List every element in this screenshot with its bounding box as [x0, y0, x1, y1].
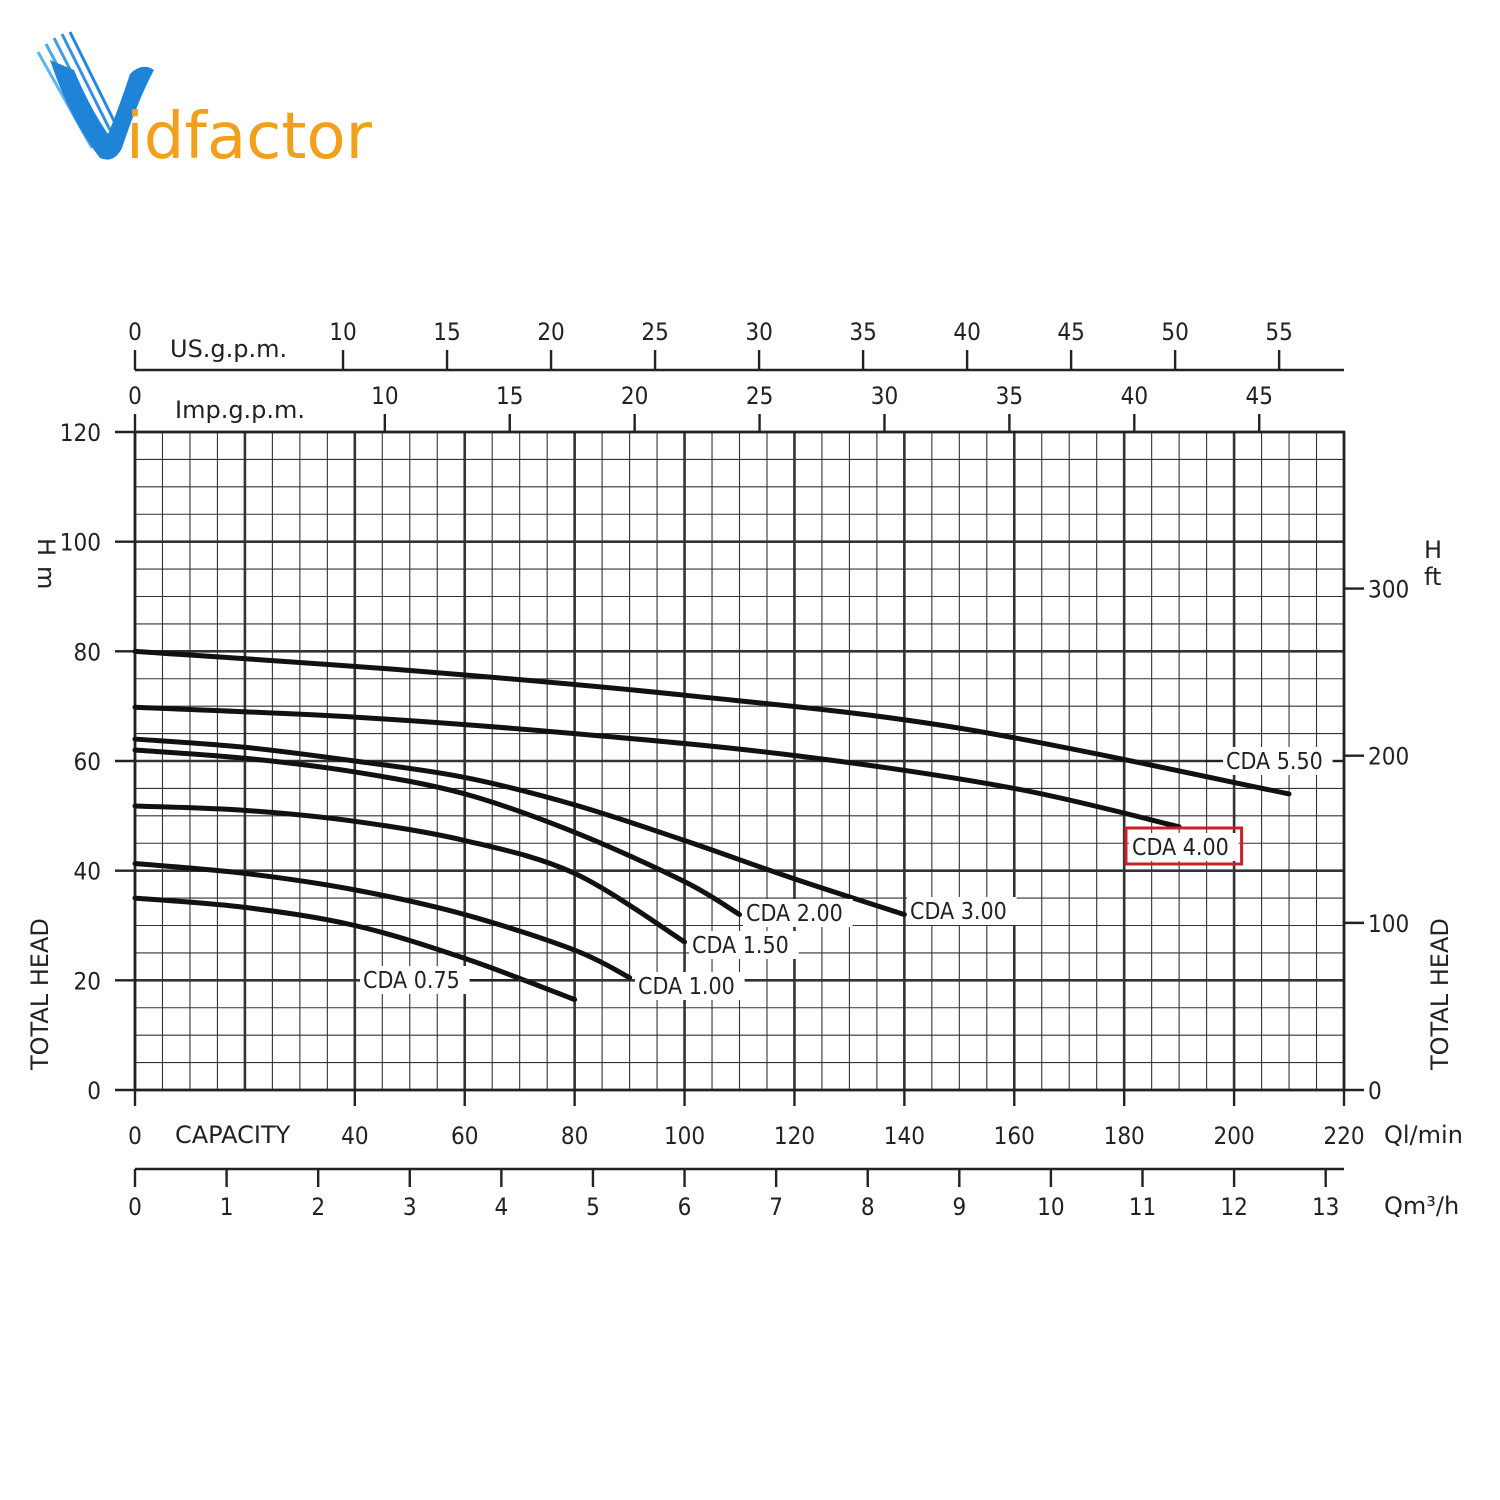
ft-tick-label: 0 — [1368, 1077, 1382, 1105]
pump-curves — [132, 648, 1292, 1003]
x-axis-unit: Ql/min — [1384, 1121, 1463, 1149]
imp-gpm-tick-label: 25 — [746, 382, 773, 410]
x-tick-label: 60 — [451, 1122, 478, 1150]
x-tick-label: 200 — [1213, 1122, 1254, 1150]
curve-label-cda-5-50: CDA 5.50 — [1226, 749, 1323, 775]
curve-label-cda-0-75: CDA 0.75 — [363, 968, 460, 994]
curve-cda-5-50 — [132, 648, 1292, 797]
label-bg — [907, 897, 1017, 925]
label-bg — [360, 966, 470, 994]
m3h-tick-label: 10 — [1037, 1193, 1064, 1221]
x-tick-label: 140 — [884, 1122, 925, 1150]
ft-axis-unit-ft: ft — [1424, 563, 1441, 591]
x-tick-label: 40 — [341, 1122, 368, 1150]
y-axis-title-right: TOTAL HEAD — [1426, 918, 1454, 1071]
y-tick-label: 20 — [74, 967, 101, 995]
y-tick-label: 40 — [74, 858, 101, 886]
m3h-tick-label: 3 — [403, 1193, 417, 1221]
us-gpm-tick-label: 30 — [745, 318, 772, 346]
label-bg — [1129, 833, 1239, 861]
imp-gpm-tick-label: 20 — [621, 382, 648, 410]
m3h-tick-label: 7 — [769, 1193, 783, 1221]
us-gpm-tick-label: 20 — [537, 318, 564, 346]
y-axis-unit-m-left: m — [32, 566, 60, 589]
imp-gpm-tick-label: 15 — [496, 382, 523, 410]
label-bg — [743, 899, 853, 927]
curve-cda-4-00 — [132, 704, 1182, 830]
us-gpm-tick-label: 0 — [128, 318, 142, 346]
y-tick-label: 120 — [60, 419, 101, 447]
ft-tick-label: 200 — [1368, 743, 1409, 771]
imp-gpm-tick-label: 30 — [871, 382, 898, 410]
curve-label-cda-1-50: CDA 1.50 — [692, 933, 789, 959]
us-gpm-tick-label: 55 — [1265, 318, 1292, 346]
us-gpm-tick-label: 25 — [641, 318, 668, 346]
x-tick-label: 120 — [774, 1122, 815, 1150]
curve-labels: CDA 0.75 CDA 1.00 CDA 1.50 CDA 2.00 CDA 3.00… — [360, 747, 1344, 1000]
y-tick-label: 60 — [74, 748, 101, 776]
m3h-axis-unit: Qm³/h — [1384, 1192, 1459, 1220]
us-gpm-tick-label: 15 — [433, 318, 460, 346]
m3h-tick-label: 9 — [952, 1193, 966, 1221]
imp-gpm-tick-label: 45 — [1245, 382, 1272, 410]
m3h-tick-label: 11 — [1129, 1193, 1156, 1221]
imp-gpm-tick-label: 40 — [1121, 382, 1148, 410]
us-gpm-tick-label: 10 — [329, 318, 356, 346]
m3h-tick-label: 2 — [311, 1193, 325, 1221]
m3h-tick-label: 1 — [220, 1193, 234, 1221]
x-axis-title: CAPACITY — [175, 1121, 291, 1149]
m3h-tick-label: 5 — [586, 1193, 600, 1221]
y-tick-label: 0 — [87, 1077, 101, 1105]
imp-gpm-tick-label: 0 — [128, 382, 142, 410]
y-tick-label: 100 — [60, 529, 101, 557]
curve-label-cda-1-00: CDA 1.00 — [638, 974, 735, 1000]
curve-cda-3-00 — [132, 736, 907, 918]
y-axis-unit-h-left: H — [32, 538, 60, 556]
us-gpm-tick-label: 35 — [849, 318, 876, 346]
x-tick-label: 0 — [128, 1122, 142, 1150]
us-gpm-tick-label: 50 — [1161, 318, 1188, 346]
m3h-tick-label: 8 — [861, 1193, 875, 1221]
us-gpm-tick-label: 40 — [953, 318, 980, 346]
imp-gpm-tick-label: 10 — [371, 382, 398, 410]
y-tick-label: 80 — [74, 638, 101, 666]
m3h-tick-label: 0 — [128, 1193, 142, 1221]
m3h-tick-label: 6 — [678, 1193, 692, 1221]
us-gpm-label: US.g.p.m. — [170, 335, 287, 363]
m3h-tick-label: 4 — [494, 1193, 508, 1221]
v-letter-icon — [50, 60, 154, 160]
curve-cda-2-00 — [132, 747, 742, 918]
x-tick-label: 100 — [664, 1122, 705, 1150]
imp-gpm-label: Imp.g.p.m. — [175, 396, 305, 424]
logo-wordmark: idfactor — [126, 100, 373, 174]
curve-label-cda-2-00: CDA 2.00 — [746, 901, 843, 927]
y-axis-title-left: TOTAL HEAD — [26, 918, 54, 1071]
ft-tick-label: 100 — [1368, 910, 1409, 938]
vidfactor-logo: V idfactor — [36, 31, 373, 174]
us-gpm-tick-label: 45 — [1057, 318, 1084, 346]
x-tick-label: 160 — [994, 1122, 1035, 1150]
highlight-box — [1124, 826, 1244, 866]
ft-axis-unit-h: H — [1424, 536, 1442, 564]
curve-cda-1-00 — [132, 861, 633, 981]
curve-cda-0-75 — [132, 895, 578, 1003]
m3h-tick-label: 13 — [1312, 1193, 1339, 1221]
imp-gpm-tick-label: 35 — [996, 382, 1023, 410]
label-bg — [635, 972, 745, 1000]
x-tick-label: 220 — [1323, 1122, 1364, 1150]
curve-label-cda-4-00: CDA 4.00 — [1132, 835, 1229, 861]
x-tick-label: 80 — [561, 1122, 588, 1150]
m3h-tick-label: 12 — [1220, 1193, 1247, 1221]
label-bg — [689, 931, 799, 959]
label-bg — [1223, 747, 1333, 775]
curve-cda-1-50 — [132, 803, 688, 945]
curve-label-cda-3-00: CDA 3.00 — [910, 899, 1007, 925]
ft-tick-label: 300 — [1368, 576, 1409, 604]
x-tick-label: 180 — [1104, 1122, 1145, 1150]
